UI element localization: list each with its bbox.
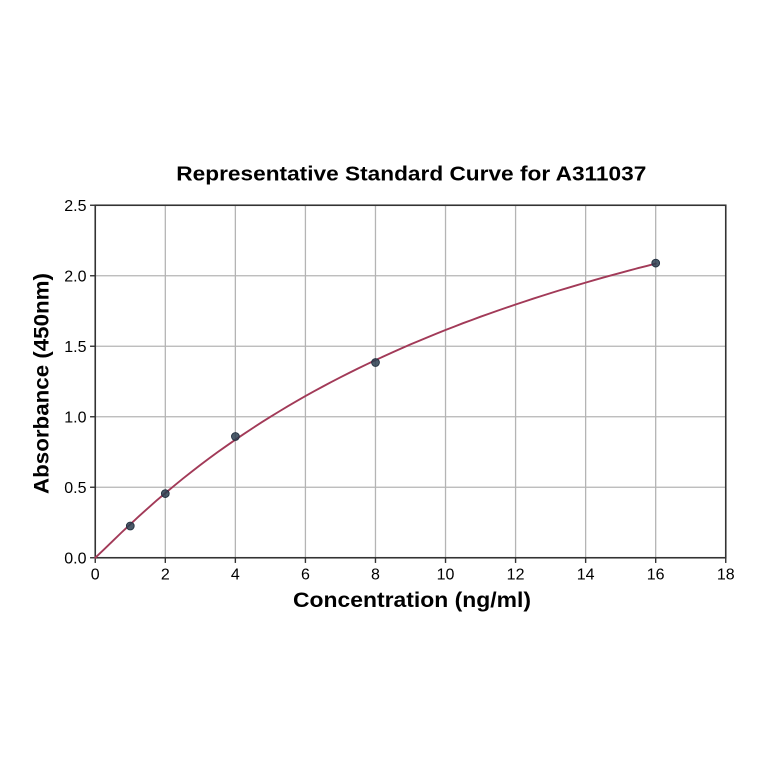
svg-text:18: 18: [717, 567, 735, 584]
svg-text:0: 0: [91, 567, 100, 584]
svg-text:4: 4: [231, 567, 240, 584]
svg-text:14: 14: [577, 567, 595, 584]
svg-text:Concentration (ng/ml): Concentration (ng/ml): [293, 589, 531, 612]
svg-text:0.0: 0.0: [64, 550, 86, 567]
svg-text:16: 16: [647, 567, 665, 584]
svg-text:Absorbance (450nm): Absorbance (450nm): [31, 273, 54, 494]
svg-text:1.5: 1.5: [64, 339, 86, 356]
svg-text:2.0: 2.0: [64, 268, 86, 285]
svg-text:8: 8: [371, 567, 380, 584]
svg-text:0.5: 0.5: [64, 480, 86, 497]
svg-text:2.5: 2.5: [64, 198, 86, 215]
svg-text:Representative Standard Curve: Representative Standard Curve for A31103…: [176, 163, 646, 185]
svg-text:2: 2: [161, 567, 170, 584]
svg-text:10: 10: [437, 567, 455, 584]
svg-text:6: 6: [301, 567, 310, 584]
svg-text:1.0: 1.0: [64, 409, 86, 426]
svg-text:12: 12: [507, 567, 525, 584]
